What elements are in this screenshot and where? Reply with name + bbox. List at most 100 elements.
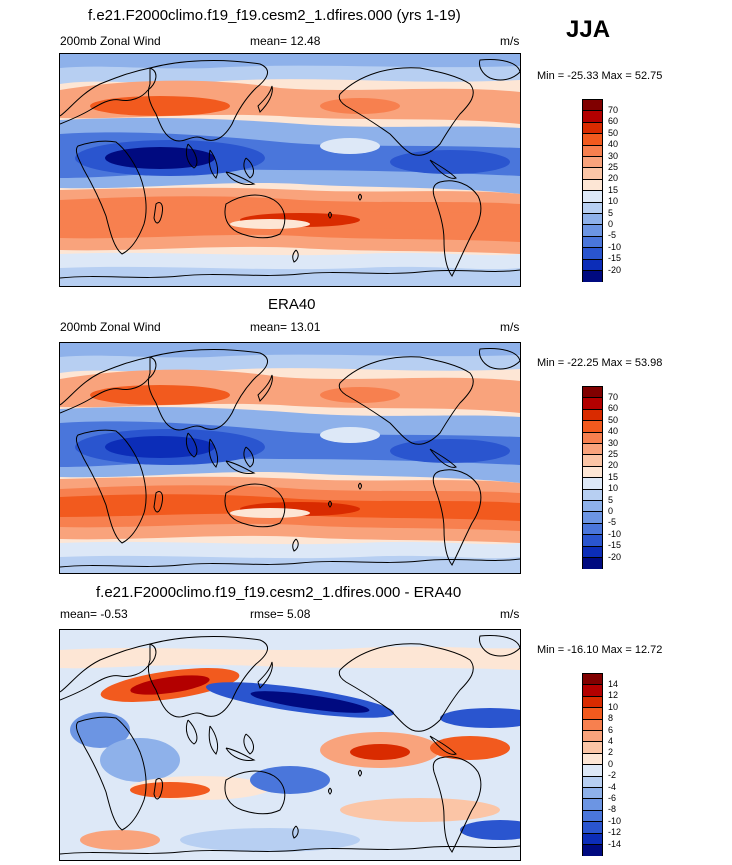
field-feature: [250, 691, 370, 713]
colorbar-swatch: [582, 408, 603, 422]
colorbar-swatch: [582, 707, 603, 720]
coastlines: [60, 59, 520, 279]
coastline-path: [257, 661, 273, 689]
colorbar-swatch: [582, 684, 603, 697]
colorbar-tick-label: 10: [608, 701, 619, 712]
field-feature: [320, 427, 380, 443]
colorbar-swatch: [582, 156, 603, 169]
colorbar-tick-label: 40: [608, 139, 619, 150]
field-feature: [90, 96, 230, 116]
map-field-svg: [60, 54, 520, 286]
coastline-path: [153, 490, 163, 513]
coastline-path: [328, 211, 332, 219]
coastline-path: [257, 85, 273, 113]
field-feature: [350, 744, 410, 760]
field-feature: [180, 828, 360, 852]
colorbar-tick-label: -2: [608, 770, 617, 781]
season-label: JJA: [566, 16, 611, 43]
colorbar-tick-label: 0: [608, 218, 614, 229]
colorbar-swatch: [582, 144, 603, 157]
colorbar-tick-label: -10: [608, 528, 622, 539]
field-feature: [130, 675, 210, 695]
colorbar-tick-label: 70: [608, 391, 619, 402]
coastline-path: [153, 777, 163, 800]
colorbar-swatch: [582, 477, 603, 490]
colorbar-tick-label: 20: [608, 173, 619, 184]
colorbar-swatch: [582, 235, 603, 249]
colorbar-swatch: [582, 121, 603, 135]
colorbar-swatch: [582, 167, 603, 180]
colorbar-tick-label: 30: [608, 437, 619, 448]
coastline-path: [292, 538, 299, 552]
colorbar-tick-label: 25: [608, 448, 619, 459]
colorbar-tick-label: 70: [608, 104, 619, 115]
colorbar-swatch: [582, 386, 603, 399]
colorbar-swatch: [582, 522, 603, 536]
coastline-path: [224, 770, 286, 815]
colorbar-tick-label: 14: [608, 678, 619, 689]
coastline-path: [432, 756, 482, 853]
field-band: [60, 54, 520, 69]
colorbar-tick-label: -14: [608, 838, 622, 849]
colorbar-swatch: [582, 178, 603, 192]
colorbar-tick-label: -10: [608, 815, 622, 826]
field-feature: [460, 820, 520, 840]
variable-label: 200mb Zonal Wind: [60, 320, 161, 334]
colorbar-swatch: [582, 809, 603, 823]
colorbar-swatch: [582, 397, 603, 410]
colorbar-tick-label: 5: [608, 207, 614, 218]
coastline-path: [358, 482, 362, 490]
colorbar-swatch: [582, 730, 603, 743]
coastline-path: [257, 374, 273, 402]
colorbar-swatch: [582, 247, 603, 260]
coastline-path: [358, 193, 362, 201]
colorbar-tick-label: 40: [608, 426, 619, 437]
coastline-path: [479, 59, 520, 81]
coastline-path: [243, 157, 254, 179]
colorbar-tick-label: 50: [608, 414, 619, 425]
colorbar-swatch: [582, 420, 603, 433]
colorbar-tick-label: 30: [608, 150, 619, 161]
coastline-path: [243, 446, 254, 468]
colorbar-tick-label: 12: [608, 690, 619, 701]
map-field-svg: [60, 343, 520, 573]
coastline-path: [338, 67, 474, 156]
colorbar-tick-label: -15: [608, 540, 622, 551]
field-feature: [320, 387, 400, 403]
field-feature: [105, 436, 215, 458]
coastline-path: [429, 448, 457, 468]
mean-label: mean= 12.48: [250, 34, 321, 48]
coastline-path: [479, 635, 520, 657]
map-plot: [59, 629, 521, 861]
coastline-path: [225, 460, 256, 474]
field-feature: [70, 712, 130, 748]
colorbar-swatch: [582, 270, 603, 283]
coastline-path: [338, 356, 474, 445]
coastline-path: [75, 140, 147, 255]
coastline-path: [185, 719, 198, 745]
coastline-path: [147, 636, 269, 718]
colorbar-tick-label: 2: [608, 747, 614, 758]
colorbar-swatch: [582, 500, 603, 513]
coastline-path: [185, 143, 198, 169]
colorbar-swatch: [582, 695, 603, 709]
colorbar-swatch: [582, 511, 603, 524]
coastline-path: [328, 787, 332, 795]
colorbar-swatch: [582, 545, 603, 558]
coastline-path: [243, 733, 254, 755]
colorbar-swatch: [582, 488, 603, 501]
colorbar-tick-label: 10: [608, 196, 619, 207]
colorbar-tick-label: 5: [608, 494, 614, 505]
coastline-path: [338, 643, 474, 732]
colorbar-tick-label: 0: [608, 505, 614, 516]
colorbar-swatch: [582, 190, 603, 203]
colorbar-tick-label: 25: [608, 161, 619, 172]
colorbar-swatch: [582, 775, 603, 788]
coastline-path: [432, 469, 482, 566]
field-feature: [320, 138, 380, 154]
coastline-path: [292, 825, 299, 839]
coastlines: [60, 635, 520, 855]
colorbar-swatch: [582, 798, 603, 811]
colorbar-swatch: [582, 213, 603, 226]
field-feature: [105, 147, 215, 169]
